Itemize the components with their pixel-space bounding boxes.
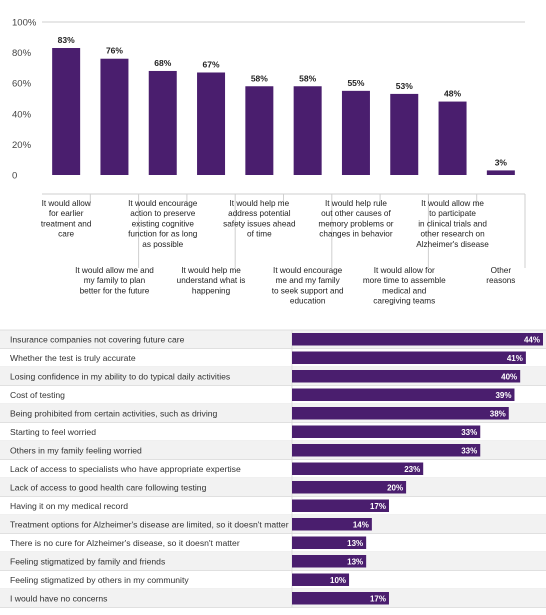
- row-label: There is no cure for Alzheimer's disease…: [10, 538, 240, 548]
- category-label: It would help me address potential safety …: [223, 199, 296, 239]
- data-label: 38%: [490, 409, 506, 418]
- row-label: Lack of access to good health care follo…: [10, 482, 207, 492]
- data-label: 33%: [461, 446, 477, 455]
- bar: [293, 86, 322, 175]
- data-label: 39%: [495, 391, 511, 400]
- data-label: 17%: [370, 594, 386, 603]
- data-label: 20%: [387, 483, 403, 492]
- bar: [292, 462, 424, 475]
- bar: [292, 573, 350, 586]
- data-label: 55%: [347, 78, 364, 88]
- row-label: Lack of access to specialists who have a…: [10, 464, 241, 474]
- bar: [292, 481, 407, 494]
- y-tick-label: 60%: [12, 79, 32, 90]
- bar: [292, 407, 509, 420]
- data-label: 41%: [507, 354, 523, 363]
- y-tick-label: 40%: [12, 109, 32, 120]
- bar: [292, 518, 372, 531]
- data-label: 83%: [58, 35, 75, 45]
- row-label: Being prohibited from certain activities…: [10, 408, 218, 418]
- category-label: It would encourage me and my family to see…: [272, 266, 344, 306]
- data-label: 33%: [461, 428, 477, 437]
- data-label: 53%: [396, 81, 413, 91]
- category-label: It would allow for more time to assemble m…: [363, 266, 446, 306]
- data-label: 44%: [524, 335, 540, 344]
- bar: [292, 370, 521, 383]
- row-background: [0, 515, 546, 534]
- data-label: 13%: [347, 557, 363, 566]
- row-label: Others in my family feeling worried: [10, 445, 142, 455]
- category-label: It would allow me and my family to plan be…: [75, 266, 154, 295]
- bar: [52, 48, 81, 176]
- y-tick-label: 0: [12, 171, 17, 182]
- bar: [292, 425, 481, 438]
- category-label: It would allow for earlier treatment and ca…: [41, 199, 92, 239]
- row-background: [0, 552, 546, 571]
- data-label: 58%: [251, 73, 268, 83]
- bar: [486, 170, 515, 175]
- row-background: [0, 478, 546, 497]
- data-label: 67%: [203, 59, 220, 69]
- bar: [197, 72, 226, 175]
- bar: [292, 444, 481, 457]
- data-label: 48%: [444, 89, 461, 99]
- bar: [148, 70, 177, 175]
- row-label: I would have no concerns: [10, 593, 107, 603]
- row-label: Cost of testing: [10, 390, 65, 400]
- row-label: Having it on my medical record: [10, 501, 128, 511]
- bar: [245, 86, 274, 175]
- row-label: Whether the test is truly accurate: [10, 353, 136, 363]
- bar: [438, 101, 467, 175]
- data-label: 10%: [330, 576, 346, 585]
- row-label: Feeling stigmatized by others in my comm…: [10, 575, 189, 585]
- data-label: 14%: [353, 520, 369, 529]
- row-label: Treatment options for Alzheimer's diseas…: [10, 519, 289, 529]
- row-label: Starting to feel worried: [10, 427, 96, 437]
- data-label: 17%: [370, 502, 386, 511]
- concerns-bar-chart: Insurance companies not covering future …: [0, 329, 546, 608]
- category-label: It would encourage action to preserve exis…: [128, 199, 198, 249]
- data-label: 58%: [299, 73, 316, 83]
- data-label: 76%: [106, 46, 123, 56]
- category-label: It would help me understand what is happen…: [177, 266, 246, 295]
- category-label: It would help rule out other causes of mem…: [318, 199, 393, 239]
- bar: [100, 58, 129, 175]
- bar: [390, 93, 419, 175]
- bar: [292, 536, 367, 549]
- row-label: Feeling stigmatized by family and friend…: [10, 556, 165, 566]
- bar: [292, 388, 515, 401]
- y-tick-label: 20%: [12, 140, 32, 151]
- data-label: 23%: [404, 465, 420, 474]
- data-label: 3%: [495, 157, 508, 167]
- reasons-bar-chart: 0 20% 40% 60% 80% 100% 83% It would allow for ea…: [12, 18, 526, 306]
- bar: [292, 499, 389, 512]
- category-label: It would allow me to participate in clinic…: [416, 199, 489, 249]
- category-label: Other reasons: [486, 266, 515, 285]
- bar: [292, 333, 543, 346]
- bar: [292, 592, 389, 605]
- bar: [292, 555, 367, 568]
- data-label: 13%: [347, 539, 363, 548]
- y-tick-label: 80%: [12, 48, 32, 59]
- bar: [341, 90, 370, 175]
- row-label: Insurance companies not covering future …: [10, 334, 185, 344]
- bar: [292, 351, 526, 364]
- y-tick-label: 100%: [12, 18, 37, 29]
- data-label: 68%: [154, 58, 171, 68]
- row-label: Losing confidence in my ability to do ty…: [10, 371, 230, 381]
- row-background: [0, 589, 546, 608]
- data-label: 40%: [501, 372, 517, 381]
